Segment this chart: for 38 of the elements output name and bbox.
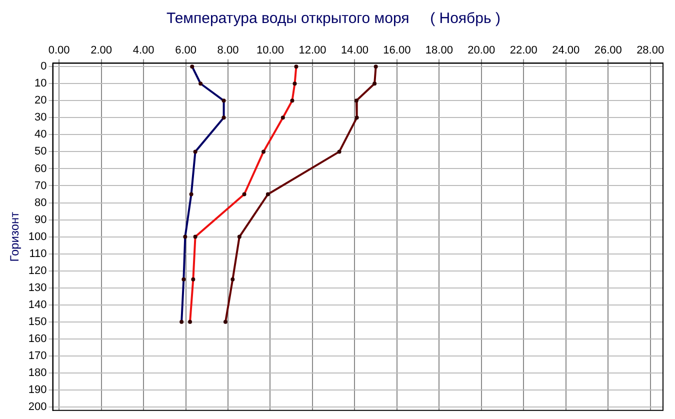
y-tick-label: 0	[40, 60, 47, 73]
y-tick-label: 90	[34, 214, 47, 226]
chart-title: Температура воды открытого моря ( Ноябрь )	[166, 10, 500, 28]
x-tick-label: 16.00	[383, 44, 411, 57]
x-tick-label: 10.00	[256, 44, 284, 57]
y-tick-label: 120	[28, 264, 47, 277]
y-tick-label: 160	[28, 332, 47, 345]
y-tick-label: 100	[28, 230, 47, 243]
y-axis-title: Горизонт	[8, 211, 22, 262]
x-tick-label: 20.00	[468, 44, 496, 57]
y-tick-label: 190	[28, 384, 47, 396]
x-tick-label: 0.00	[48, 44, 70, 57]
y-tick-label: 80	[34, 196, 47, 209]
y-tick-label: 200	[28, 401, 47, 414]
y-tick-label: 20	[34, 94, 47, 107]
y-tick-label: 170	[28, 350, 47, 362]
y-tick-label: 130	[28, 282, 47, 294]
y-tick-label: 140	[28, 298, 47, 311]
x-tick-label: 26.00	[594, 44, 622, 57]
x-tick-label: 2.00	[90, 44, 112, 57]
x-tick-label: 14.00	[340, 44, 368, 57]
y-tick-label: 70	[34, 180, 47, 192]
x-tick-label: 22.00	[510, 44, 538, 57]
y-tick-label: 110	[29, 248, 47, 260]
y-tick-label: 180	[28, 366, 47, 379]
y-tick-label: 30	[34, 112, 47, 124]
y-tick-label: 40	[34, 128, 47, 141]
y-tick-label: 50	[34, 146, 47, 158]
x-tick-label: 18.00	[425, 44, 453, 57]
x-tick-label: 4.00	[132, 44, 154, 57]
y-tick-label: 10	[34, 78, 47, 90]
x-tick-label: 12.00	[298, 44, 326, 57]
y-tick-label: 150	[28, 316, 47, 328]
x-tick-label: 6.00	[175, 44, 196, 57]
x-tick-label: 8.00	[217, 44, 239, 57]
x-tick-label: 24.00	[552, 44, 580, 57]
y-tick-label: 60	[34, 162, 47, 175]
x-tick-label: 28.00	[636, 44, 664, 57]
